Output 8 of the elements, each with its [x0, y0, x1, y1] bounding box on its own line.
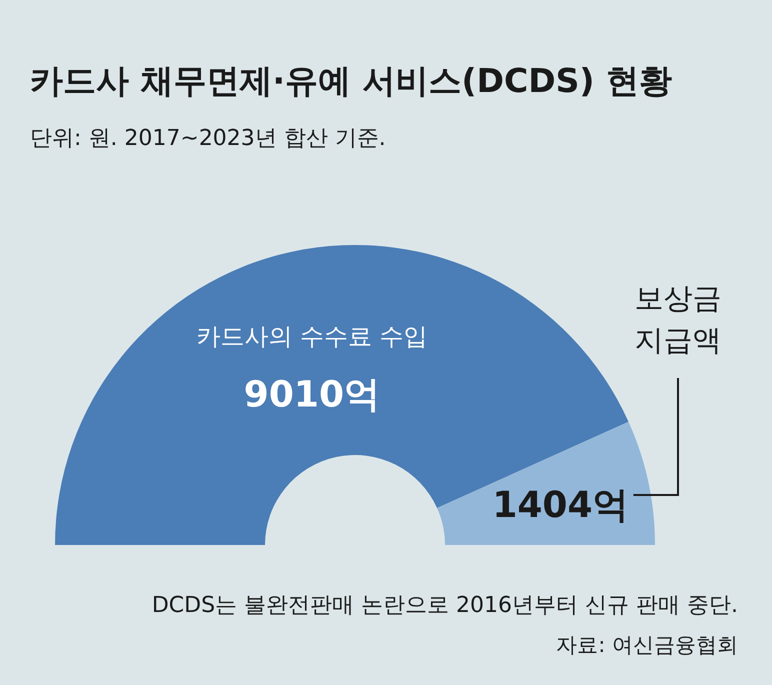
data-label: 9010억: [244, 374, 380, 416]
slice-label: 보상금 지급액: [634, 281, 722, 357]
slice-label: 카드사의 수수료 수입: [196, 322, 428, 351]
text: DCDS는 불완전판매 논란으로 2016년부터 신규 판매 중단.: [152, 593, 738, 618]
text: 자료: 여신금융협회: [556, 633, 738, 657]
chart-subtitle: 단위: 원. 2017~2023년 합산 기준.: [30, 126, 386, 151]
data-label: 1404억: [492, 484, 629, 526]
chart-title: 카드사 채무면제·유예 서비스(DCDS) 현황: [30, 61, 672, 100]
